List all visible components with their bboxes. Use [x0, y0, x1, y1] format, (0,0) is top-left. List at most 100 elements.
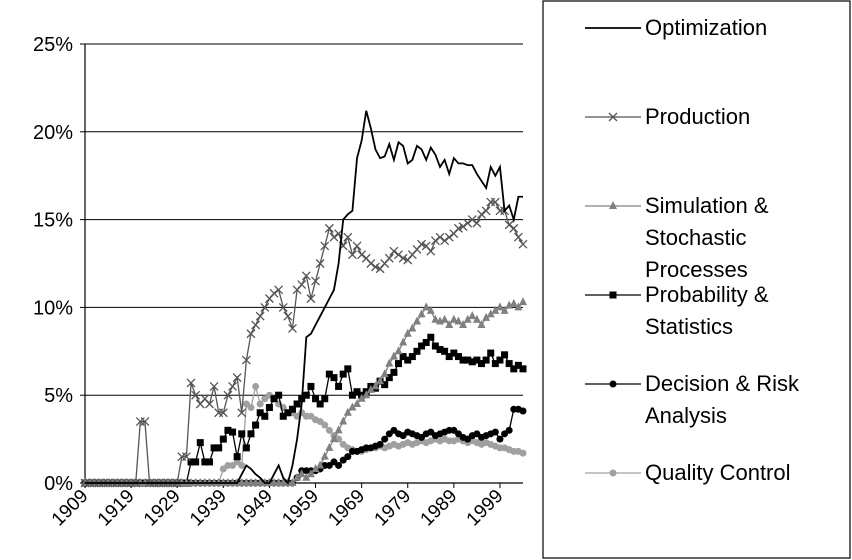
- marker: [265, 403, 273, 411]
- marker: [324, 223, 334, 233]
- marker: [381, 381, 389, 389]
- marker: [519, 449, 527, 457]
- marker: [445, 353, 453, 361]
- marker: [518, 239, 528, 249]
- marker: [431, 342, 439, 350]
- marker: [316, 460, 325, 469]
- marker: [389, 246, 399, 256]
- marker: [233, 453, 241, 461]
- marker: [366, 384, 375, 393]
- marker: [302, 391, 310, 399]
- marker: [519, 407, 527, 415]
- marker: [417, 309, 426, 318]
- legend-marker: [609, 469, 617, 477]
- marker: [316, 400, 324, 408]
- marker: [422, 302, 431, 311]
- marker: [343, 407, 352, 416]
- marker: [181, 452, 191, 462]
- marker: [376, 440, 384, 448]
- marker: [376, 376, 385, 385]
- marker: [325, 442, 334, 451]
- marker: [353, 398, 362, 407]
- marker: [454, 353, 462, 361]
- marker: [339, 370, 347, 378]
- legend-label: Simulation & Stochastic Processes: [645, 193, 769, 282]
- marker: [519, 365, 527, 373]
- legend-box: [542, 0, 851, 559]
- marker: [398, 253, 408, 263]
- marker: [394, 250, 403, 260]
- x-tick-label: 1959: [278, 486, 323, 531]
- marker: [293, 400, 301, 408]
- marker: [430, 236, 440, 246]
- marker: [288, 405, 296, 413]
- marker: [426, 305, 435, 314]
- marker: [514, 361, 522, 369]
- marker: [311, 463, 320, 472]
- marker: [352, 241, 362, 251]
- y-tick-label: 25%: [33, 34, 73, 56]
- marker: [509, 223, 519, 233]
- marker: [399, 353, 407, 361]
- series-line: [85, 110, 523, 485]
- marker: [384, 253, 394, 263]
- marker: [241, 355, 251, 365]
- marker: [275, 391, 283, 399]
- marker: [519, 297, 527, 306]
- marker: [514, 302, 523, 311]
- marker: [426, 246, 436, 256]
- marker: [366, 259, 376, 268]
- marker: [399, 337, 408, 346]
- marker: [256, 400, 264, 408]
- marker: [362, 390, 371, 399]
- y-tick-label: 0%: [44, 473, 73, 495]
- legend-marker: [608, 112, 618, 122]
- marker: [464, 356, 472, 364]
- marker: [246, 329, 256, 339]
- x-tick-label: 1979: [371, 486, 416, 531]
- marker: [344, 365, 352, 373]
- marker: [325, 370, 333, 378]
- marker: [348, 391, 356, 399]
- marker: [504, 220, 514, 230]
- marker: [422, 339, 430, 347]
- marker: [325, 426, 333, 434]
- marker: [315, 259, 325, 268]
- marker: [297, 280, 307, 290]
- marker: [505, 360, 513, 368]
- marker: [440, 236, 450, 246]
- marker: [495, 302, 504, 311]
- marker: [441, 347, 449, 355]
- marker: [459, 356, 467, 364]
- marker: [395, 360, 403, 368]
- marker: [513, 232, 523, 242]
- marker: [215, 444, 223, 452]
- marker: [453, 223, 463, 233]
- marker: [427, 333, 435, 341]
- marker: [205, 458, 213, 466]
- marker: [454, 316, 463, 325]
- x-tick-label: 1929: [140, 486, 185, 531]
- marker: [201, 458, 209, 466]
- x-tick-label: 1999: [463, 486, 508, 531]
- legend-label: Quality Control: [645, 460, 791, 485]
- marker: [481, 206, 491, 216]
- marker: [487, 349, 495, 357]
- marker: [321, 421, 329, 429]
- marker: [510, 365, 518, 373]
- marker: [435, 232, 445, 242]
- marker: [140, 417, 150, 426]
- marker: [472, 218, 482, 228]
- marker: [482, 356, 490, 364]
- marker: [334, 425, 343, 434]
- marker: [371, 381, 380, 390]
- marker: [283, 311, 293, 321]
- marker: [418, 342, 426, 350]
- marker: [192, 458, 200, 466]
- marker: [417, 239, 427, 249]
- marker: [348, 402, 357, 411]
- marker: [357, 393, 366, 402]
- marker: [412, 316, 421, 325]
- marker: [219, 435, 227, 443]
